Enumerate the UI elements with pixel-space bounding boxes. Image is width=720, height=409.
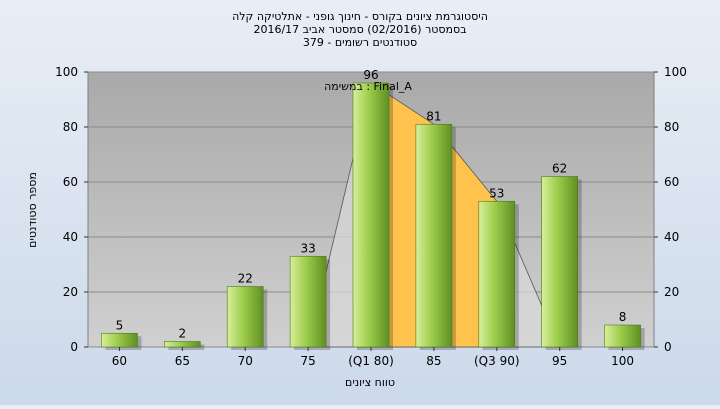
bar-value-label: 2 [179, 327, 187, 341]
y-tick-label-right: 80 [664, 120, 679, 134]
bar [415, 123, 453, 348]
y-tick-label-right: 100 [664, 65, 687, 79]
y-tick-label: 20 [63, 285, 78, 299]
x-tick-label: (Q3 90) [474, 354, 520, 368]
bar-value-label: 5 [116, 318, 124, 332]
bar-value-label: 33 [300, 241, 315, 255]
bar-value-label: 22 [238, 272, 253, 286]
bar-value-label: 53 [489, 186, 504, 200]
bar [164, 341, 201, 348]
y-tick-label-right: 60 [664, 175, 679, 189]
chart-title: היסטוגרמת ציונים בקורס - חינוך גופני - א… [232, 10, 488, 49]
y-tick-label: 0 [70, 340, 78, 354]
y-tick-label: 60 [63, 175, 78, 189]
task-annotation: במשימה : Final_A [324, 80, 412, 93]
x-tick-label: 65 [175, 354, 190, 368]
bar-value-label: 62 [552, 162, 567, 176]
x-tick-label: 100 [611, 354, 634, 368]
y-tick-label: 40 [63, 230, 78, 244]
x-axis-label: טווח ציונים [345, 376, 395, 389]
x-tick-label: 70 [238, 354, 253, 368]
title-line-2: בסמסטר (02/2016) סמסטר אביב 2016/17 [253, 23, 466, 36]
bar [289, 255, 327, 348]
title-line-3: 379 - סטודנטים רשומים [303, 36, 417, 49]
y-axis-left-ticks: 0 20 40 60 80 100 [55, 65, 88, 354]
y-tick-label-right: 20 [664, 285, 679, 299]
x-tick-label: 85 [426, 354, 441, 368]
bar [604, 324, 641, 348]
bars [101, 82, 645, 350]
x-tick-label: 95 [552, 354, 567, 368]
y-tick-label: 100 [55, 65, 78, 79]
y-axis-right-ticks: 0 20 40 60 80 100 [654, 65, 687, 354]
x-tick-label: 60 [112, 354, 127, 368]
y-axis-label: מספר סטודנטים [26, 172, 39, 248]
bar-value-label: 96 [363, 68, 378, 82]
title-line-1: היסטוגרמת ציונים בקורס - חינוך גופני - א… [232, 10, 488, 23]
bar [478, 200, 516, 348]
bar [541, 176, 578, 348]
bar [352, 82, 390, 348]
x-tick-label: 75 [300, 354, 315, 368]
bar-value-label: 8 [619, 310, 627, 324]
bar-value-label: 81 [426, 109, 441, 123]
x-axis-ticks: 60 65 70 75 (Q1 80) 85 (Q3 90) 95 100 [112, 347, 634, 368]
x-tick-label: (Q1 80) [348, 354, 394, 368]
y-tick-label-right: 0 [664, 340, 672, 354]
bar [226, 286, 264, 348]
y-tick-label: 80 [63, 120, 78, 134]
y-tick-label-right: 40 [664, 230, 679, 244]
bar [101, 332, 138, 348]
